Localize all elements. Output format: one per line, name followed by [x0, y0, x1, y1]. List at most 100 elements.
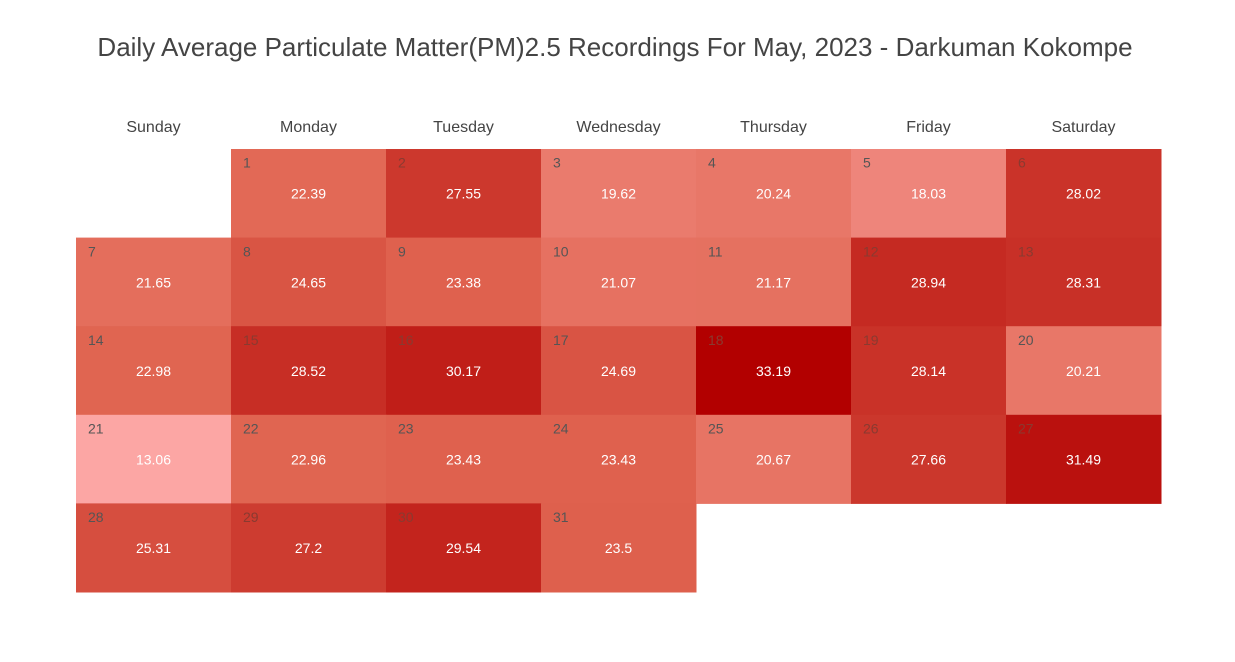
day-cell-22[interactable]: 22 22.96 — [231, 414, 387, 504]
day-number-label: 29 — [243, 509, 259, 525]
cell-value-label: 27.66 — [911, 452, 946, 468]
day-number-label: 13 — [1018, 243, 1034, 259]
cell-value-label: 31.49 — [1066, 452, 1101, 468]
day-cell-3[interactable]: 319.62 — [541, 149, 697, 239]
day-cell-30[interactable]: 30 29.54 — [386, 503, 542, 593]
day-cell-18[interactable]: 18 33.19 — [696, 326, 852, 416]
heatmap-cell — [541, 237, 697, 327]
day-number-label: 6 — [1018, 155, 1026, 171]
day-number-label: 19 — [863, 332, 879, 348]
day-number-label: 3 — [553, 155, 561, 171]
day-cell-26[interactable]: 26 27.66 — [851, 414, 1007, 504]
heatmap-cell — [541, 326, 697, 416]
weekday-label-wednesday: Wednesday — [576, 119, 660, 136]
heatmap-cell — [76, 503, 232, 593]
day-number-label: 30 — [398, 509, 414, 525]
cell-value-label: 25.31 — [136, 540, 171, 556]
day-number-label: 22 — [243, 421, 259, 437]
cell-value-label: 24.65 — [291, 274, 326, 290]
heatmap-cell — [386, 149, 542, 239]
cell-value-label: 28.02 — [1066, 186, 1101, 202]
heatmap-cell — [696, 326, 852, 416]
heatmap-cell — [541, 149, 697, 239]
heatmap-cell — [696, 149, 852, 239]
cell-value-label: 20.21 — [1066, 363, 1101, 379]
heatmap-cell — [231, 237, 387, 327]
heatmap-cell — [386, 237, 542, 327]
day-cell-20[interactable]: 20 20.21 — [1006, 326, 1162, 416]
day-cell-17[interactable]: 17 24.69 — [541, 326, 697, 416]
heatmap-cell — [541, 414, 697, 504]
day-number-label: 5 — [863, 155, 871, 171]
heatmap-cell — [1006, 326, 1162, 416]
cell-value-label: 22.98 — [136, 363, 171, 379]
heatmap-cell — [386, 503, 542, 593]
cell-value-label: 13.06 — [136, 452, 171, 468]
cell-value-label: 28.31 — [1066, 274, 1101, 290]
day-cell-6[interactable]: 628.02 — [1006, 149, 1162, 239]
day-number-label: 14 — [88, 332, 104, 348]
heatmap-cell — [1006, 414, 1162, 504]
weekday-label-sunday: Sunday — [126, 119, 180, 136]
day-cell-14[interactable]: 14 22.98 — [76, 326, 232, 416]
weekday-label-saturday: Saturday — [1051, 119, 1115, 136]
day-number-label: 7 — [88, 243, 96, 259]
cell-value-label: 22.96 — [291, 452, 326, 468]
day-number-label: 12 — [863, 243, 879, 259]
day-number-label: 4 — [708, 155, 716, 171]
day-cell-8[interactable]: 824.65 — [231, 237, 387, 327]
heatmap-cell — [696, 414, 852, 504]
cell-value-label: 21.65 — [136, 274, 171, 290]
heatmap-cell — [851, 414, 1007, 504]
day-cell-25[interactable]: 25 20.67 — [696, 414, 852, 504]
day-cell-16[interactable]: 16 30.17 — [386, 326, 542, 416]
day-cell-12[interactable]: 12 28.94 — [851, 237, 1007, 327]
day-cell-9[interactable]: 923.38 — [386, 237, 542, 327]
cell-value-label: 23.38 — [446, 274, 481, 290]
day-number-label: 16 — [398, 332, 414, 348]
heatmap-cell — [76, 414, 232, 504]
day-cell-7[interactable]: 721.65 — [76, 237, 232, 327]
weekday-label-thursday: Thursday — [740, 119, 807, 136]
day-cell-31[interactable]: 31 23.5 — [541, 503, 697, 593]
day-number-label: 27 — [1018, 421, 1034, 437]
cell-value-label: 30.17 — [446, 363, 481, 379]
weekday-label-monday: Monday — [280, 119, 337, 136]
day-number-label: 20 — [1018, 332, 1034, 348]
cell-value-label: 27.55 — [446, 186, 481, 202]
cell-value-label: 28.52 — [291, 363, 326, 379]
day-number-label: 23 — [398, 421, 414, 437]
day-cell-5[interactable]: 518.03 — [851, 149, 1007, 239]
day-cell-23[interactable]: 23 23.43 — [386, 414, 542, 504]
day-number-label: 15 — [243, 332, 259, 348]
day-cell-19[interactable]: 19 28.14 — [851, 326, 1007, 416]
day-cell-13[interactable]: 13 28.31 — [1006, 237, 1162, 327]
day-cell-10[interactable]: 10 21.07 — [541, 237, 697, 327]
cell-value-label: 23.43 — [446, 452, 481, 468]
day-cell-28[interactable]: 28 25.31 — [76, 503, 232, 593]
day-number-label: 8 — [243, 243, 251, 259]
heatmap-cell — [231, 326, 387, 416]
day-number-label: 28 — [88, 509, 104, 525]
heatmap-cell — [231, 503, 387, 593]
day-number-label: 26 — [863, 421, 879, 437]
day-cell-27[interactable]: 27 31.49 — [1006, 414, 1162, 504]
day-cell-15[interactable]: 15 28.52 — [231, 326, 387, 416]
day-cell-4[interactable]: 420.24 — [696, 149, 852, 239]
heatmap-cell — [386, 414, 542, 504]
day-cell-24[interactable]: 24 23.43 — [541, 414, 697, 504]
day-cell-29[interactable]: 29 27.2 — [231, 503, 387, 593]
weekday-label-tuesday: Tuesday — [433, 119, 494, 136]
chart-title: Daily Average Particulate Matter(PM)2.5 … — [97, 32, 1133, 62]
day-cell-21[interactable]: 21 13.06 — [76, 414, 232, 504]
cell-value-label: 20.24 — [756, 186, 791, 202]
day-number-label: 11 — [708, 243, 723, 259]
heatmap-cell — [76, 326, 232, 416]
day-cell-11[interactable]: 11 21.17 — [696, 237, 852, 327]
day-number-label: 25 — [708, 421, 724, 437]
day-cell-1[interactable]: 122.39 — [231, 149, 387, 239]
day-cell-2[interactable]: 227.55 — [386, 149, 542, 239]
heatmap-cell — [851, 149, 1007, 239]
